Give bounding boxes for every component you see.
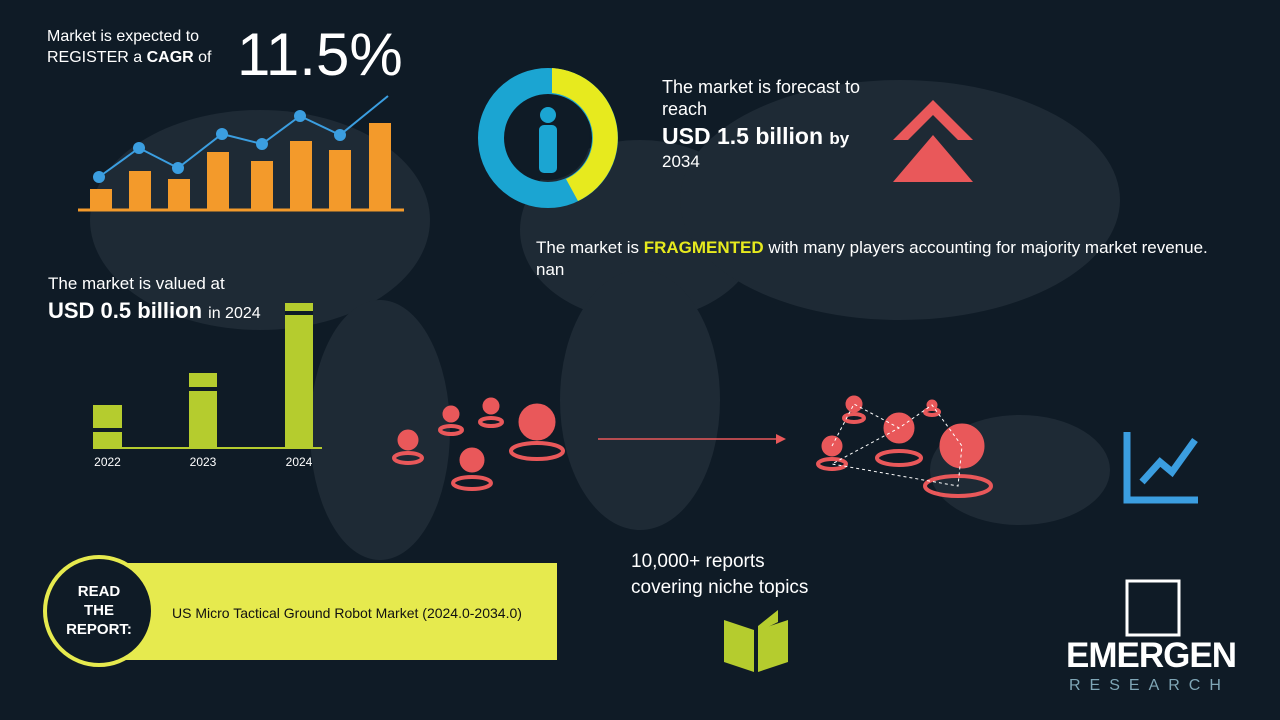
map-pins [392,395,993,498]
cagr-line1: Market is expected to [47,28,200,45]
forecast-by: by [829,129,850,148]
trend-icon [1123,432,1198,504]
forecast-line1: The market is forecast to reach [662,77,861,119]
up-chevrons [893,100,973,182]
reports-line1: 10,000+ reports [631,551,765,572]
year-label: 2023 [189,455,217,469]
cagr-text: Market is expected to REGISTER a CAGR of [47,26,212,68]
reports-line2: covering niche topics [631,577,809,598]
growth-chart-icon [78,95,404,212]
year-label: 2022 [94,455,121,469]
valued-amount: USD 0.5 billion [48,298,203,323]
read-label: READ THE REPORT: [66,583,132,638]
fragmented-highlight: FRAGMENTED [643,238,764,257]
report-title[interactable]: US Micro Tactical Ground Robot Market (2… [172,605,522,621]
book-icon [724,610,788,672]
cagr-of: of [198,49,212,66]
logo-mark [1125,579,1181,637]
reports-text: 10,000+ reports covering niche topics [631,549,808,601]
logo-name: EMERGEN [1066,636,1237,675]
logo-sub: RESEARCH [1069,677,1230,694]
forecast-amount: USD 1.5 billion [662,123,824,149]
forecast-amount-line: USD 1.5 billion by [662,123,849,150]
fragmented-text: The market is FRAGMENTED with many playe… [536,237,1216,281]
cagr-word: CAGR [146,49,194,66]
report-banner [100,563,557,660]
valued-amount-line: USD 0.5 billion in 2024 [48,298,261,324]
cagr-register: REGISTER a [47,49,143,66]
year-label: 2024 [285,455,313,469]
valued-line1: The market is valued at [48,274,225,293]
small-bars [93,303,322,449]
read-circle [43,555,155,667]
valued-year: in 2024 [208,305,261,322]
donut-icon [478,68,618,208]
fragmented-prefix: The market is [536,238,639,257]
cagr-value: 11.5% [237,21,403,88]
forecast-year: 2034 [662,152,700,171]
fragmented-suffix: with many players accounting for majorit… [536,238,1208,279]
